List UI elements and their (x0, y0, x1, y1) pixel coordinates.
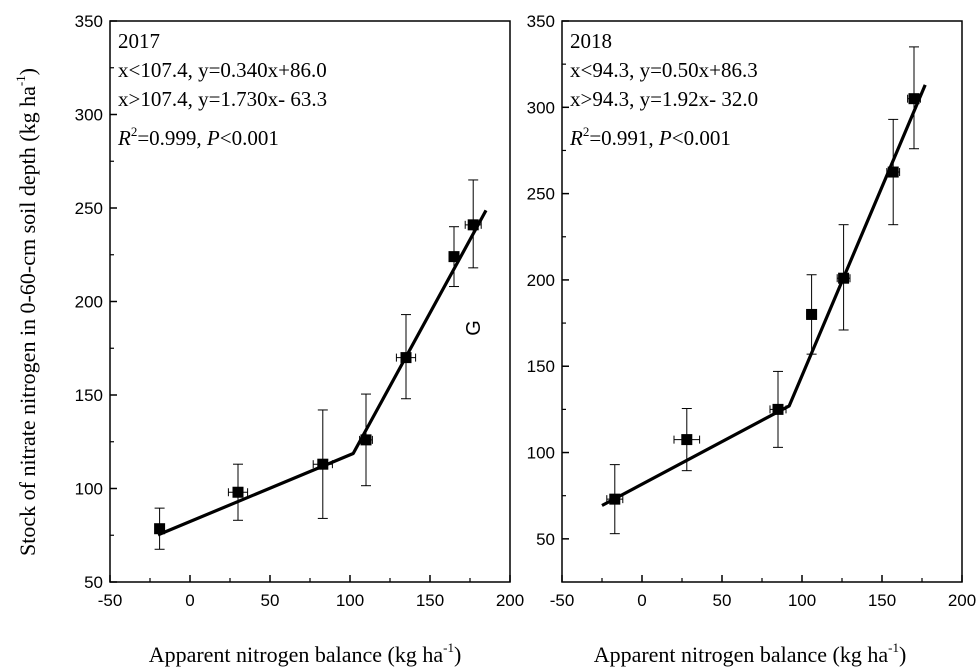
year-label: 2018 (570, 29, 612, 53)
x-tick-label: -50 (550, 591, 575, 610)
y-tick-label: 300 (527, 98, 555, 117)
y-tick-label: 250 (75, 199, 103, 218)
fit-line (601, 84, 927, 507)
x-tick-label: 0 (185, 591, 194, 610)
x-axis-title-main: Apparent nitrogen balance (kg ha (594, 642, 889, 667)
y-axis-title-main: Stock of nitrate nitrogen in 0-60-cm soi… (15, 86, 40, 556)
data-point-marker (908, 93, 920, 105)
y-axis-title: G (463, 320, 485, 336)
x-tick-label: 50 (261, 591, 280, 610)
x-axis-title-exp: -1 (443, 640, 454, 655)
data-point-marker (232, 486, 244, 498)
data-markers (154, 219, 479, 535)
data-point-marker (609, 493, 621, 505)
x-axis-title: Apparent nitrogen balance (kg ha-1) (149, 640, 462, 667)
error-bars (606, 46, 921, 535)
segmented-fit-line (601, 84, 927, 507)
year-label: 2017 (118, 29, 160, 53)
data-point-marker (838, 272, 850, 284)
data-point-marker (806, 308, 818, 320)
y-tick-label: 200 (527, 271, 555, 290)
p-value: <0.001 (672, 126, 731, 150)
p-symbol: P (206, 126, 220, 150)
r-exponent: 2 (131, 124, 138, 139)
y-tick-label: 50 (536, 530, 555, 549)
x-tick-label: 100 (336, 591, 364, 610)
data-point-marker (681, 434, 693, 446)
r-value: =0.999, (137, 126, 207, 150)
y-tick-label: 150 (75, 386, 103, 405)
y-tick-label: 300 (75, 106, 103, 125)
fit-statistics: R2=0.999, P<0.001 (117, 124, 279, 150)
equation-high: x>94.3, y=1.92x- 32.0 (570, 87, 758, 111)
y-axis-title: Stock of nitrate nitrogen in 0-60-cm soi… (13, 68, 40, 556)
p-value: <0.001 (220, 126, 279, 150)
x-tick-label: 150 (416, 591, 444, 610)
x-tick-label: 150 (868, 591, 896, 610)
data-point-marker (360, 434, 372, 446)
y-tick-label: 100 (75, 480, 103, 499)
axis-ticks: -50 0 50 100 150 200 50 100 150 200 250 300 350 (527, 12, 977, 610)
data-point-marker (448, 251, 460, 263)
x-tick-label: -50 (98, 591, 123, 610)
data-point-marker (400, 352, 412, 364)
data-point-marker (887, 166, 899, 178)
y-tick-label: 350 (75, 12, 103, 31)
r-symbol: R (117, 126, 131, 150)
equation-high: x>107.4, y=1.730x- 63.3 (118, 87, 327, 111)
error-bars (154, 179, 482, 550)
y-tick-label: 100 (527, 444, 555, 463)
y-tick-label: 50 (84, 573, 103, 592)
x-tick-label: 200 (496, 591, 524, 610)
equation-low: x<107.4, y=0.340x+86.0 (118, 58, 327, 82)
panel-2018: -50 0 50 100 150 200 50 100 150 200 250 300 350 2018… (463, 12, 976, 667)
x-tick-label: 0 (637, 591, 646, 610)
data-point-marker (317, 458, 329, 470)
y-tick-label: 350 (527, 12, 555, 31)
r-symbol: R (569, 126, 583, 150)
fit-line (157, 209, 488, 537)
data-point-marker (154, 523, 166, 535)
p-symbol: P (658, 126, 672, 150)
x-tick-label: 100 (788, 591, 816, 610)
equation-low: x<94.3, y=0.50x+86.3 (570, 58, 758, 82)
segmented-fit-line (157, 209, 488, 537)
y-axis-title-exp: -1 (13, 75, 28, 86)
data-markers (609, 93, 920, 505)
axis-ticks: -50 0 50 100 150 200 50 100 150 200 250 300 350 (75, 12, 525, 610)
y-tick-label: 200 (75, 293, 103, 312)
r-value: =0.991, (589, 126, 659, 150)
data-point-marker (772, 403, 784, 415)
x-axis-title: Apparent nitrogen balance (kg ha-1) (594, 640, 907, 667)
x-axis-title-close: ) (454, 642, 461, 667)
x-axis-title-main: Apparent nitrogen balance (kg ha (149, 642, 444, 667)
x-axis-title-exp: -1 (888, 640, 899, 655)
panel-2017: -50 0 50 100 150 200 50 100 150 200 250 300 350 2017… (13, 12, 524, 667)
data-point-marker (467, 219, 479, 231)
x-tick-label: 50 (713, 591, 732, 610)
y-tick-label: 150 (527, 357, 555, 376)
r-exponent: 2 (583, 124, 590, 139)
y-tick-label: 250 (527, 185, 555, 204)
x-tick-label: 200 (948, 591, 976, 610)
fit-statistics: R2=0.991, P<0.001 (569, 124, 731, 150)
x-axis-title-close: ) (899, 642, 906, 667)
y-axis-title-close: ) (15, 68, 40, 75)
